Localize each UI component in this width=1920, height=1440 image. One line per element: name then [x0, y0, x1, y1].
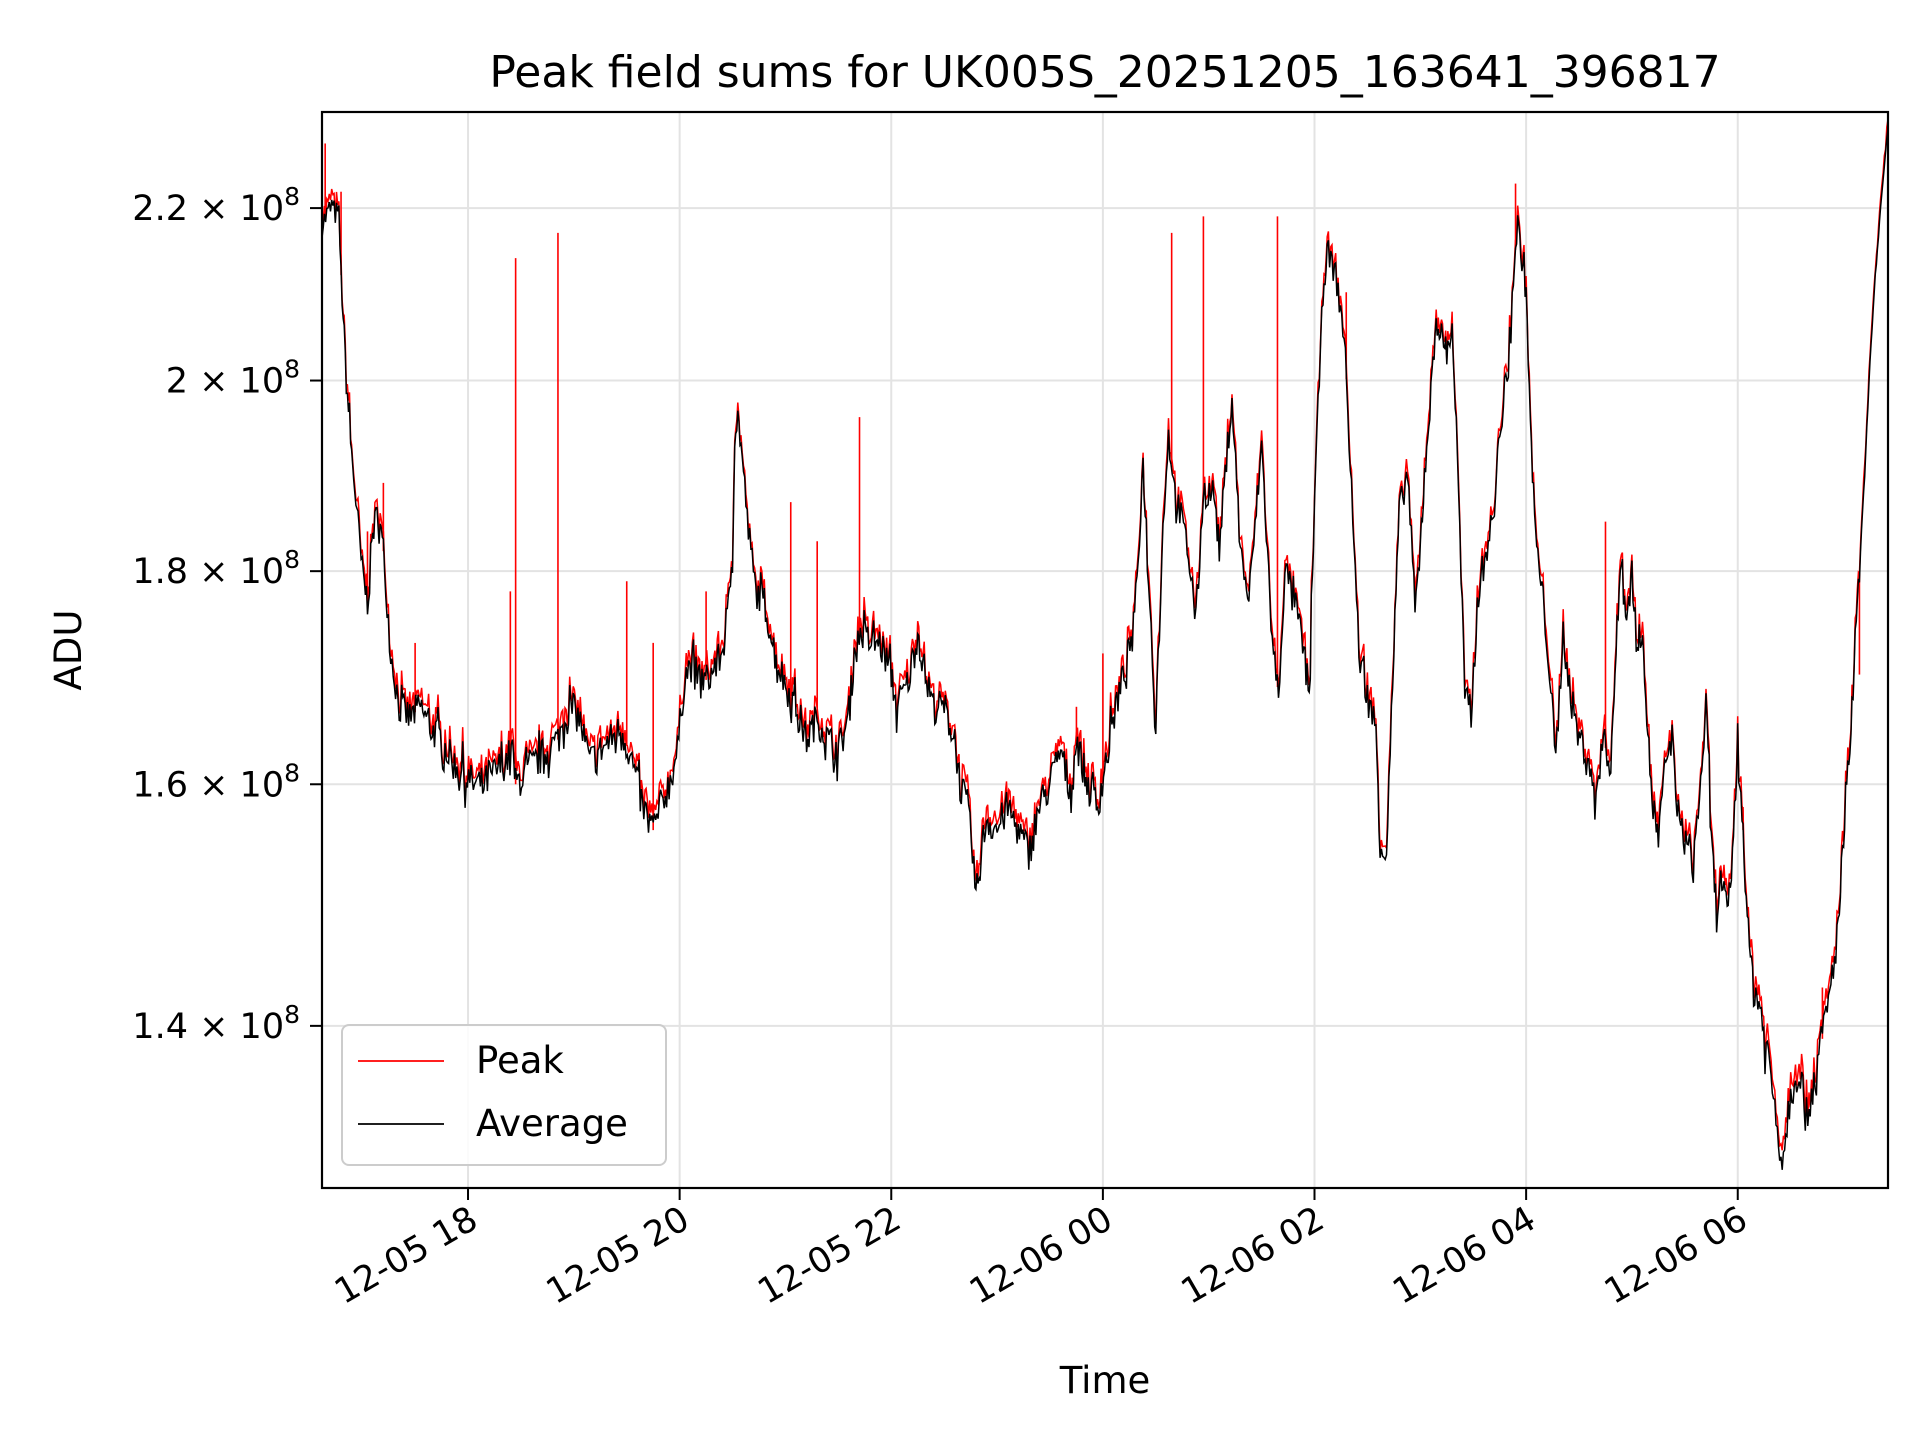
y-tick-label: 2 × 108	[166, 355, 300, 402]
legend: Peak Average	[341, 1024, 667, 1166]
chart-title: Peak field sums for UK005S_20251205_1636…	[489, 47, 1720, 98]
legend-box	[341, 1024, 667, 1166]
x-axis-label: Time	[1059, 1359, 1151, 1402]
peak-series-line	[322, 119, 1888, 1151]
legend-average-label: Average	[476, 1102, 628, 1145]
y-tick-label: 2.2 × 108	[132, 182, 300, 229]
legend-peak-label: Peak	[476, 1039, 564, 1082]
y-axis-label: ADU	[47, 610, 90, 691]
y-tick-label: 1.8 × 108	[132, 545, 300, 592]
average-series-line	[322, 127, 1888, 1170]
y-axis-ticks: 1.4 × 108 1.6 × 108 1.8 × 108 2 × 108 2.2 × …	[132, 182, 322, 1047]
y-tick-label: 1.6 × 108	[132, 758, 300, 805]
plot-area-frame	[320, 110, 1890, 1190]
y-tick-label: 1.4 × 108	[132, 1000, 300, 1047]
series-layer	[322, 119, 1888, 1170]
